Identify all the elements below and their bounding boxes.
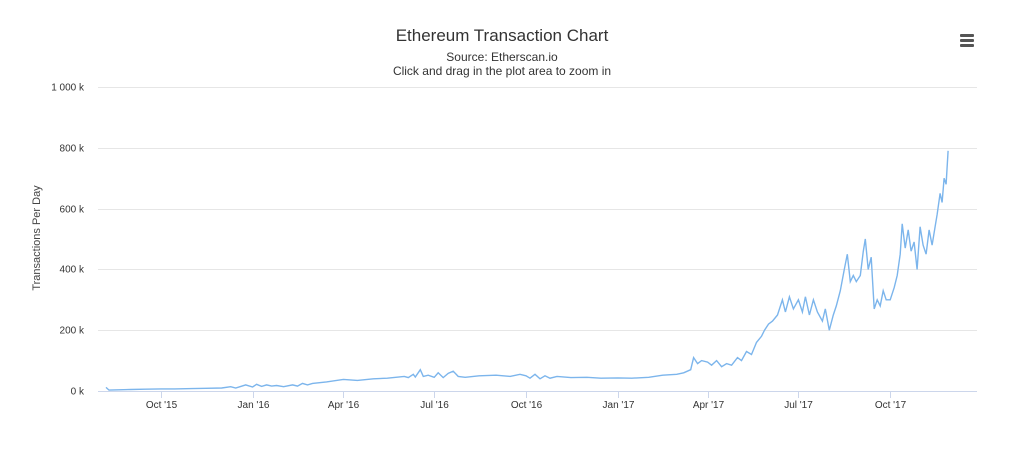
- x-tick-label: Jan '17: [603, 400, 635, 411]
- hamburger-menu-icon[interactable]: [958, 33, 976, 48]
- y-axis-ticks: 0 k 200 k 400 k 600 k 800 k 1 000 k: [51, 83, 85, 398]
- y-axis-title: Transactions Per Day: [31, 185, 43, 291]
- x-tick-label: Oct '17: [875, 400, 907, 411]
- x-tick-label: Oct '16: [511, 400, 543, 411]
- x-tick-label: Jul '17: [784, 400, 813, 411]
- x-axis-ticks: Oct '15 Jan '16 Apr '16 Jul '16 Oct '16 Jan '…: [146, 391, 907, 411]
- y-tick-label: 0 k: [71, 387, 85, 398]
- x-tick-label: Apr '17: [693, 400, 725, 411]
- y-tick-label: 800 k: [60, 144, 85, 155]
- y-tick-label: 400 k: [60, 265, 85, 276]
- y-tick-label: 600 k: [60, 205, 85, 216]
- x-tick-label: Jan '16: [238, 400, 270, 411]
- x-tick-label: Apr '16: [328, 400, 360, 411]
- chart-title: Ethereum Transaction Chart: [395, 26, 609, 45]
- y-tick-label: 200 k: [60, 326, 85, 337]
- chart-subtitle-hint: Click and drag in the plot area to zoom …: [392, 64, 612, 78]
- gridlines: [98, 87, 977, 331]
- series-line: [105, 150, 949, 391]
- x-tick-label: Jul '16: [420, 400, 449, 411]
- chart-subtitle-source: Source: Etherscan.io: [446, 50, 558, 64]
- x-tick-label: Oct '15: [146, 400, 178, 411]
- y-tick-label: 1 000 k: [51, 83, 85, 94]
